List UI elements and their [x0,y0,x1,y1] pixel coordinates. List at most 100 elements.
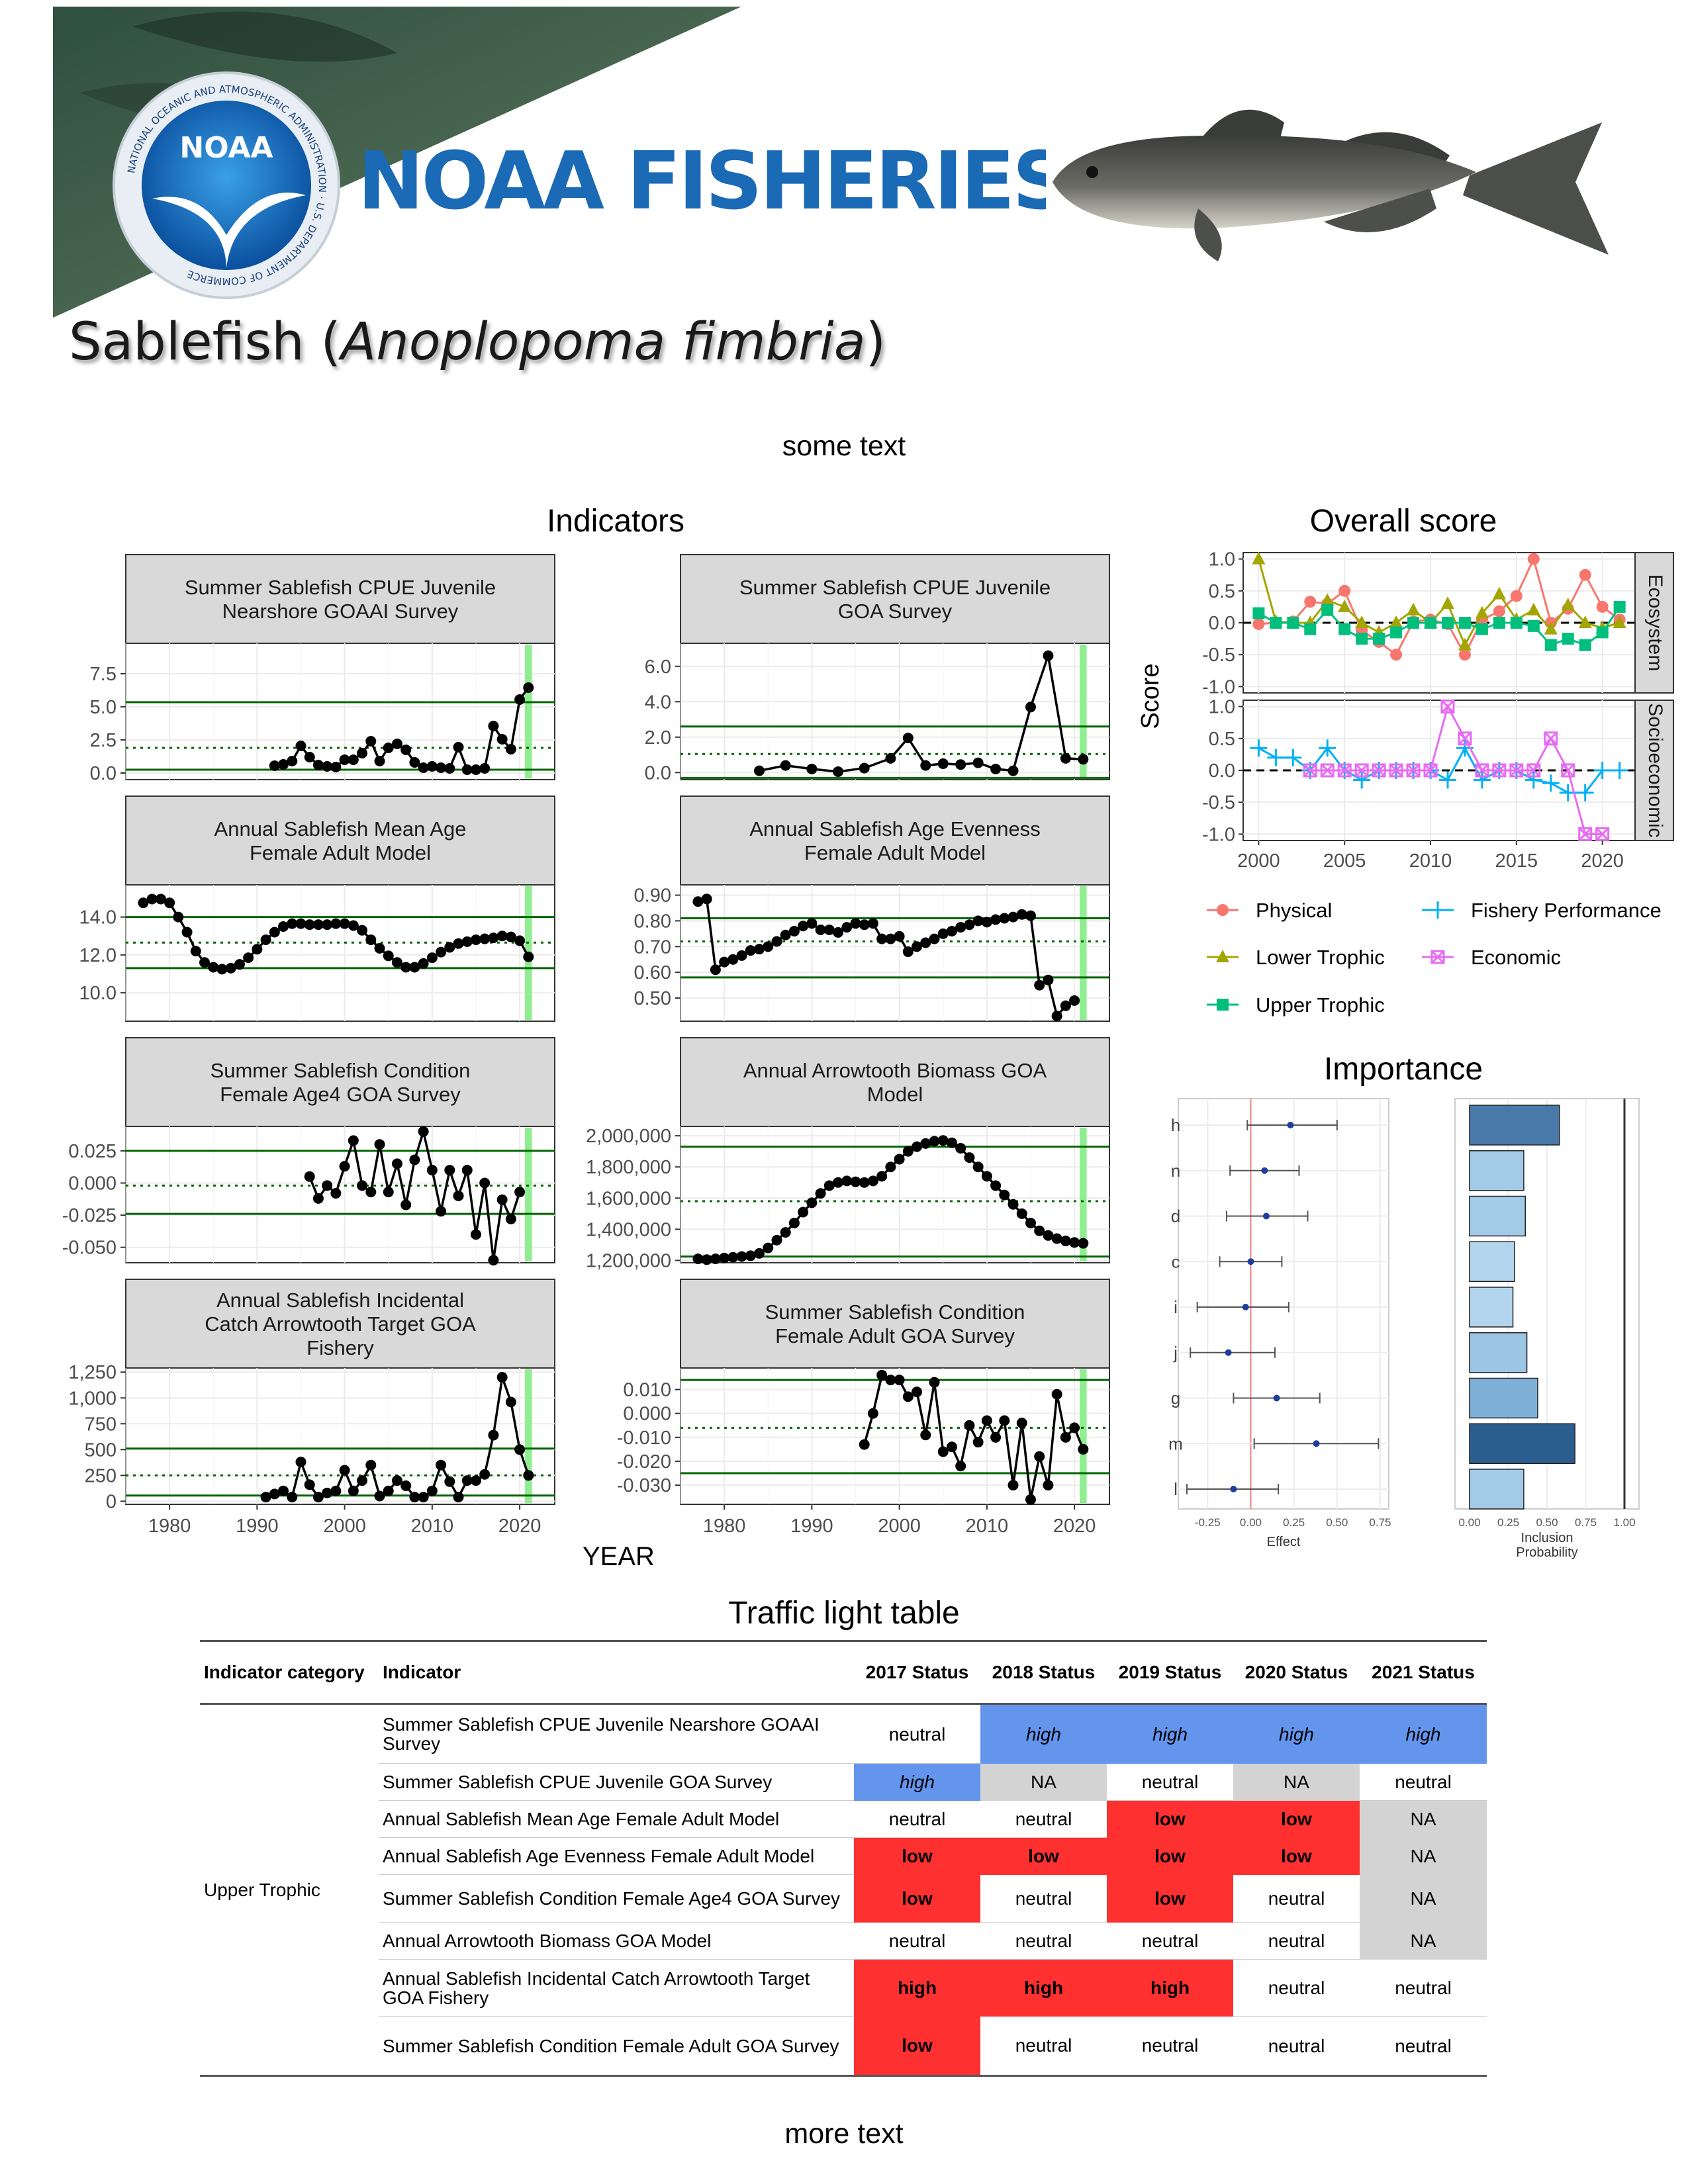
data-point [885,933,896,944]
x-tick-label: 2005 [1323,850,1366,872]
data-point [304,752,315,762]
indicator-name-cell: Summer Sablefish CPUE Juvenile Nearshore… [379,1704,854,1764]
status-cell: neutral [1360,2016,1487,2076]
status-cell: high [1107,1704,1233,1764]
data-point [754,765,765,776]
panel-plot-area [125,884,555,1022]
marker-triangle [1458,637,1472,651]
y-tick-label: 0.50 [634,988,671,1009]
data-point [146,893,158,905]
data-point [1078,1238,1089,1249]
series-line [1258,606,1620,647]
x-tick-label: 0.00 [1240,1516,1262,1529]
marker-square [1596,626,1609,639]
marker-square [1544,639,1557,651]
data-point [1060,1236,1071,1247]
data-point [436,946,447,958]
data-point [339,754,350,765]
data-point [505,1213,516,1224]
data-point [1008,911,1019,923]
data-point [990,763,1002,774]
panel-strip [680,554,1110,644]
data-point [867,1175,878,1187]
marker-square-x-b [1321,763,1335,778]
data-point [426,1485,438,1496]
data-point [1069,995,1080,1006]
data-point [841,1175,853,1187]
data-point [278,759,289,770]
marker-square [1321,604,1334,616]
status-cell: NA [980,1763,1107,1801]
data-point [798,921,809,932]
data-point [806,918,818,929]
outro-text: more text [784,2118,904,2150]
y-tick-label: 12.0 [79,945,117,966]
data-point [312,1193,324,1204]
data-point [208,962,219,973]
data-point [929,1377,940,1388]
indicator-name-cell: Summer Sablefish Condition Female Adult … [383,2035,839,2056]
effect-point [1242,1304,1249,1310]
legend-item-physical: Physical [1207,899,1332,922]
data-point [972,1437,984,1448]
data-point [383,743,394,753]
data-point [815,1188,826,1199]
y-tick-label: 7.5 [90,664,117,685]
data-point [295,918,306,929]
data-point [488,1430,499,1441]
data-point [876,1171,888,1182]
status-cell: high [1107,1959,1233,2017]
col-header-2018: 2018 Status [992,1662,1096,1682]
x-tick-label: 2010 [1409,850,1452,872]
status-cell: NA [1360,1837,1487,1875]
recent-years-highlight [525,1128,532,1261]
data-point [867,1408,878,1419]
marker-square-x-b [1440,700,1455,713]
probability-bar [1469,1332,1528,1373]
effect-panel [1178,1098,1389,1510]
data-point [902,1391,914,1402]
marker-square-x-box [1509,763,1524,778]
col-header-2019: 2019 Status [1118,1662,1222,1682]
data-point [348,920,359,931]
data-point [155,893,166,905]
x-tick-label: 1990 [236,1516,279,1537]
marker-circle [1579,569,1591,581]
marker-square-x-box [1320,763,1335,778]
data-point [426,1165,438,1176]
data-point [348,1135,359,1146]
data-point [374,1490,385,1502]
data-point [692,896,704,907]
y-tick-label: 250 [85,1465,117,1486]
marker-circle [1217,904,1229,916]
x-tick-label: 2010 [411,1516,454,1537]
data-point [496,734,508,745]
indicator-name-cell: Annual Sablefish Incidental Catch Arrowt… [379,1959,854,2017]
data-point [514,1187,526,1198]
indicators-title: Indicators [546,504,685,539]
marker-square-x-b [1372,763,1386,778]
data-point [788,1217,800,1228]
series-upper-trophic [1252,600,1626,651]
overall-score-chart: -1.0 -0.5 0.0 0.5 1.0 Ecosystem -1.0 -0.5 0.0 0.5… [1137,549,1674,1017]
y-tick-label: 0.60 [634,962,671,983]
table-row: Summer Sablefish CPUE Juvenile GOA Surve… [200,1763,1487,1801]
panel-title-line: Summer Sablefish CPUE Juvenile [739,576,1051,599]
data-point [1078,1443,1089,1455]
predictor-label: i [1174,1297,1178,1317]
status-cell: low [980,1837,1107,1875]
marker-triangle [1389,615,1403,628]
data-point [453,742,464,752]
data-point [1016,909,1027,920]
data-point [322,761,333,772]
data-point [260,934,271,945]
data-point [295,741,306,751]
data-point [859,762,870,774]
data-point [453,1190,464,1201]
data-point [488,933,499,944]
marker-square-x-b [1578,827,1592,841]
data-point [181,927,193,938]
data-point [1051,1388,1062,1400]
